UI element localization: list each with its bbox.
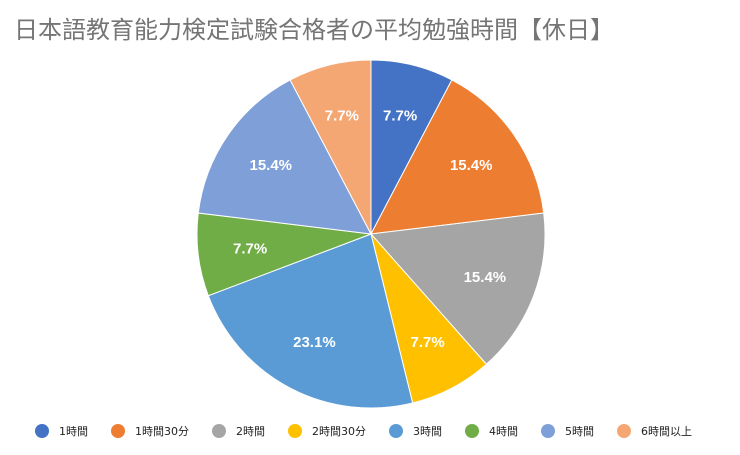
slice-data-label: 15.4% xyxy=(464,269,507,286)
slice-data-label: 23.1% xyxy=(293,334,336,351)
pie-slice xyxy=(289,59,372,235)
legend-label: 2時間30分 xyxy=(312,425,366,438)
legend: 1時間 1時間30分 2時間 2時間30分 3時間 4時間 5時間 6時間以上 xyxy=(35,424,692,438)
slice-data-label: 7.7% xyxy=(410,334,444,351)
slice-data-label: 15.4% xyxy=(249,157,292,174)
slice-data-label: 15.4% xyxy=(450,157,493,174)
legend-swatch xyxy=(212,424,226,438)
pie-slice xyxy=(197,79,372,235)
legend-label: 1時間 xyxy=(59,425,88,438)
data-labels: 7.7% 15.4% 15.4% 7.7% 23.1% 7.7% 15.4% 7.7% xyxy=(233,108,506,351)
legend-swatch xyxy=(465,424,479,438)
legend-label: 6時間以上 xyxy=(641,425,692,438)
slice-data-label: 7.7% xyxy=(233,241,267,258)
legend-label: 1時間30分 xyxy=(135,425,189,438)
chart-title: 日本語教育能力検定試験合格者の平均勉強時間【休日】 xyxy=(14,16,614,44)
pie-slice xyxy=(369,212,546,365)
legend-swatch xyxy=(617,424,631,438)
legend-label: 3時間 xyxy=(413,425,442,438)
slice-data-label: 7.7% xyxy=(383,108,417,125)
slice-data-label: 7.7% xyxy=(325,108,359,125)
legend-label: 5時間 xyxy=(565,425,594,438)
pie-slices xyxy=(196,59,546,409)
legend-swatch xyxy=(35,424,49,438)
legend-swatch xyxy=(389,424,403,438)
pie-slice xyxy=(207,233,414,409)
legend-swatch xyxy=(541,424,555,438)
legend-swatch xyxy=(111,424,125,438)
pie-slice xyxy=(370,79,545,235)
legend-label: 2時間 xyxy=(236,425,265,438)
legend-swatch xyxy=(288,424,302,438)
legend-label: 4時間 xyxy=(489,425,518,438)
